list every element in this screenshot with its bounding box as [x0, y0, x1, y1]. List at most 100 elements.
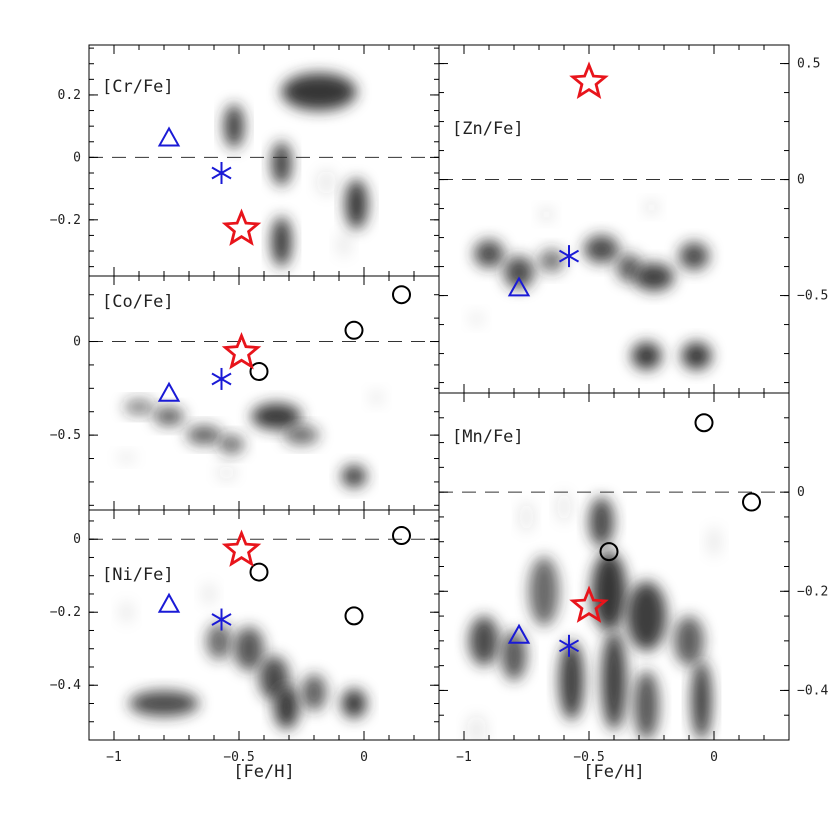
- density-blob: [626, 581, 667, 651]
- density-blob: [466, 715, 487, 740]
- circle-marker: [344, 320, 364, 340]
- x-tick-label: −0.5: [223, 750, 254, 765]
- density-blob: [274, 685, 299, 730]
- x-axis-title-left: [Fe/H]: [233, 762, 294, 782]
- density-blob: [369, 390, 384, 406]
- panel-mn-fe: [Mn/Fe] 0 −0.2 −0.4 −1 −0.5 0: [438, 392, 828, 765]
- triangle-marker: [507, 623, 531, 644]
- density-blob: [271, 141, 292, 186]
- y-tick-label: 0: [73, 532, 81, 547]
- density-blob: [644, 200, 659, 215]
- panel-cr-fe: [Cr/Fe] 0.2 0 −0.2: [50, 44, 440, 277]
- triangle-marker: [507, 276, 531, 297]
- y-tick-label: 0: [797, 485, 805, 500]
- density-blob: [124, 399, 154, 415]
- density-blob: [559, 640, 584, 721]
- asterisk-marker: [558, 634, 580, 657]
- triangle-marker: [157, 126, 181, 147]
- density-blob: [119, 601, 134, 624]
- circle-marker: [392, 526, 411, 546]
- circle-marker: [249, 361, 269, 381]
- y-tick-label: 0: [797, 173, 805, 188]
- density-blob: [539, 207, 554, 222]
- density-blob: [224, 104, 244, 149]
- circle-marker: [344, 606, 364, 626]
- density-blob: [234, 626, 264, 671]
- density-blob: [681, 341, 712, 370]
- density-blob: [469, 311, 484, 326]
- y-tick-label: 0: [73, 335, 81, 350]
- density-blob: [216, 465, 237, 481]
- density-blob: [186, 425, 222, 445]
- density-blob: [539, 249, 564, 273]
- density-blob: [589, 497, 614, 547]
- circle-marker: [694, 413, 714, 433]
- density-blob: [341, 465, 367, 488]
- density-blob: [469, 616, 499, 666]
- panel-label-zn-fe: [Zn/Fe]: [452, 119, 524, 139]
- y-tick-label: −0.2: [50, 605, 81, 620]
- density-blob: [206, 623, 232, 660]
- panel-ni-fe: [Ni/Fe] 0 −0.2 −0.4 −1 −0.5 0: [50, 509, 440, 765]
- y-tick-label: −0.2: [50, 213, 81, 228]
- density-blob: [584, 235, 619, 264]
- y-tick-label: 0: [73, 150, 81, 165]
- circle-marker: [392, 285, 411, 305]
- circle-marker: [249, 562, 269, 582]
- density-blob: [631, 341, 662, 370]
- panel-label-cr-fe: [Cr/Fe]: [102, 77, 174, 97]
- density-blob: [316, 169, 337, 195]
- y-tick-label: −0.5: [797, 289, 828, 304]
- density-blob: [504, 256, 534, 289]
- star-marker: [221, 332, 262, 370]
- density-blob: [601, 630, 627, 731]
- density-blob: [281, 73, 357, 111]
- y-tick-label: −0.5: [50, 428, 81, 443]
- density-blob: [679, 242, 709, 271]
- panel-label-mn-fe: [Mn/Fe]: [452, 427, 524, 447]
- y-tick-label: −0.4: [797, 683, 828, 698]
- density-blob: [154, 407, 184, 426]
- asterisk-marker: [211, 161, 232, 184]
- x-tick-label: −1: [456, 750, 472, 765]
- density-blob: [519, 502, 534, 532]
- density-blob: [556, 492, 572, 522]
- star-marker: [569, 585, 609, 623]
- panel-zn-fe: [Zn/Fe] 0.5 0 −0.5: [438, 44, 828, 394]
- density-blob: [634, 263, 674, 291]
- triangle-marker: [157, 592, 181, 613]
- triangle-marker: [157, 381, 181, 402]
- density-blob: [529, 556, 559, 626]
- star-marker: [221, 208, 262, 246]
- density-blob: [474, 239, 504, 268]
- density-blob: [201, 583, 217, 605]
- density-blob: [271, 216, 292, 267]
- panel-label-co-fe: [Co/Fe]: [102, 292, 174, 312]
- density-blob: [219, 435, 244, 454]
- circle-marker: [742, 492, 761, 512]
- density-blob: [301, 674, 327, 711]
- x-tick-label: 0: [360, 750, 368, 765]
- x-tick-label: −1: [106, 750, 122, 765]
- x-tick-label: −0.5: [573, 750, 604, 765]
- panel-co-fe: [Co/Fe] 0 −0.5: [50, 275, 440, 511]
- x-tick-label: 0: [710, 750, 718, 765]
- y-tick-label: −0.4: [50, 678, 81, 693]
- density-blob: [706, 526, 722, 557]
- panel-frame: [438, 44, 790, 394]
- star-marker: [569, 61, 609, 99]
- density-blob: [501, 630, 527, 681]
- density-blob: [591, 551, 627, 631]
- density-blob: [336, 232, 352, 258]
- y-tick-label: −0.2: [797, 584, 828, 599]
- density-blob: [674, 616, 704, 666]
- panel-label-ni-fe: [Ni/Fe]: [102, 565, 174, 585]
- density-map-co-fe: [116, 390, 384, 488]
- y-tick-label: 0.5: [797, 57, 820, 72]
- density-map-zn-fe: [469, 200, 712, 370]
- density-blob: [129, 690, 199, 717]
- asterisk-marker: [211, 608, 232, 631]
- asterisk-marker: [558, 245, 580, 268]
- x-axis-title-right: [Fe/H]: [583, 762, 644, 782]
- density-blob: [345, 179, 368, 230]
